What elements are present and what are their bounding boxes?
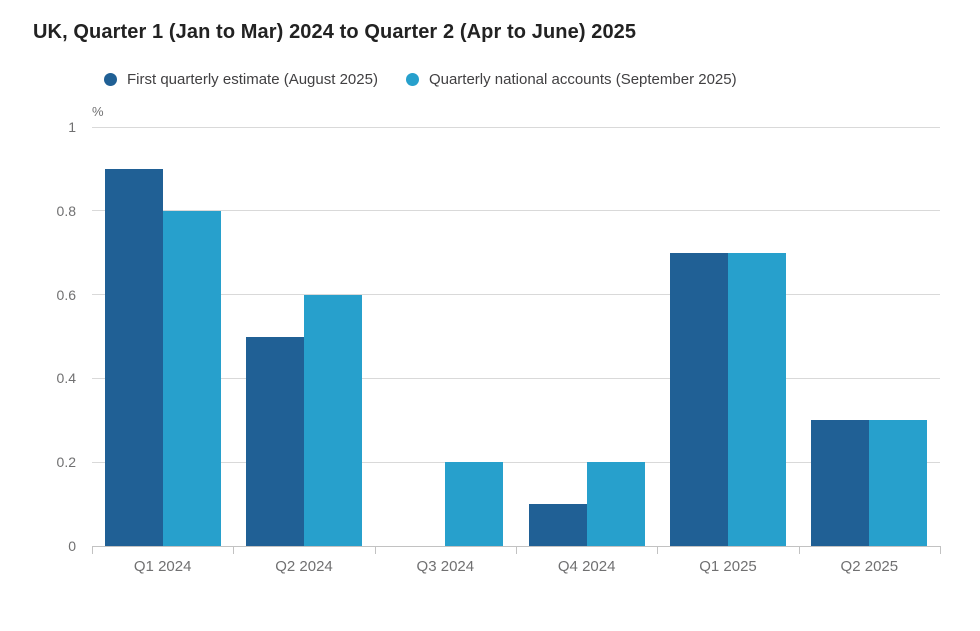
x-category-label-q3-2024: Q3 2024 [416,558,475,575]
bar-q2-2025-first-quarterly-estimate [811,420,870,546]
legend-marker-circle-icon [405,72,419,86]
bar-q1-2024-first-quarterly-estimate [104,168,163,546]
gridline-1 [92,126,940,128]
x-category-label-q4-2024: Q4 2024 [557,558,616,575]
x-category-label-q2-2025: Q2 2025 [840,558,899,575]
y-tick-label-0.6: 0.6 [56,286,76,303]
gridline-0.6 [92,294,940,296]
x-axis-tick [516,546,517,554]
x-axis-tick [657,546,659,554]
x-category-label-q1-2024: Q1 2024 [133,558,192,575]
y-axis-unit-label: % [92,104,104,119]
bar-q1-2025-first-quarterly-estimate [670,252,728,546]
legend-label-quarterly-national-accounts: Quarterly national accounts (September 2… [428,70,737,88]
x-axis-tick [374,546,376,554]
bar-q1-2025-quarterly-national-accounts [728,252,786,546]
y-tick-label-0.4: 0.4 [56,370,76,387]
chart-legend: First quarterly estimate (August 2025) Q… [104,70,737,88]
legend-label-first-quarterly-estimate: First quarterly estimate (August 2025) [127,70,378,88]
legend-item-first-quarterly-estimate[interactable]: First quarterly estimate (August 2025) [104,71,378,88]
y-tick-label-0.2: 0.2 [56,454,76,471]
bar-q2-2024-first-quarterly-estimate [246,336,304,546]
bar-q1-2024-quarterly-national-accounts [162,210,221,546]
bar-q2-2025-quarterly-national-accounts [869,420,928,546]
x-axis-tick [798,546,800,554]
x-axis-tick [92,546,93,554]
y-tick-label-0: 0 [68,538,76,554]
x-category-label-q1-2025: Q1 2025 [699,558,757,575]
bar-q4-2024-first-quarterly-estimate [528,504,587,546]
gridline-0.8 [92,210,940,212]
legend-item-quarterly-national-accounts[interactable]: Quarterly national accounts (September 2… [405,70,737,88]
legend-marker-circle-icon [104,72,117,86]
chart-title: UK, Quarter 1 (Jan to Mar) 2024 to Quart… [33,21,637,43]
y-tick-label-0.8: 0.8 [56,202,76,219]
gridline-0.4 [92,377,940,379]
bar-q4-2024-quarterly-national-accounts [586,462,645,546]
bar-q3-2024-quarterly-national-accounts [445,462,504,546]
gridline-0.2 [92,461,940,463]
y-tick-label-1: 1 [68,119,76,135]
bar-q2-2024-quarterly-national-accounts [304,294,362,546]
x-category-label-q2-2024: Q2 2024 [275,558,333,575]
x-axis-tick [940,546,941,554]
x-axis-tick [233,546,235,554]
